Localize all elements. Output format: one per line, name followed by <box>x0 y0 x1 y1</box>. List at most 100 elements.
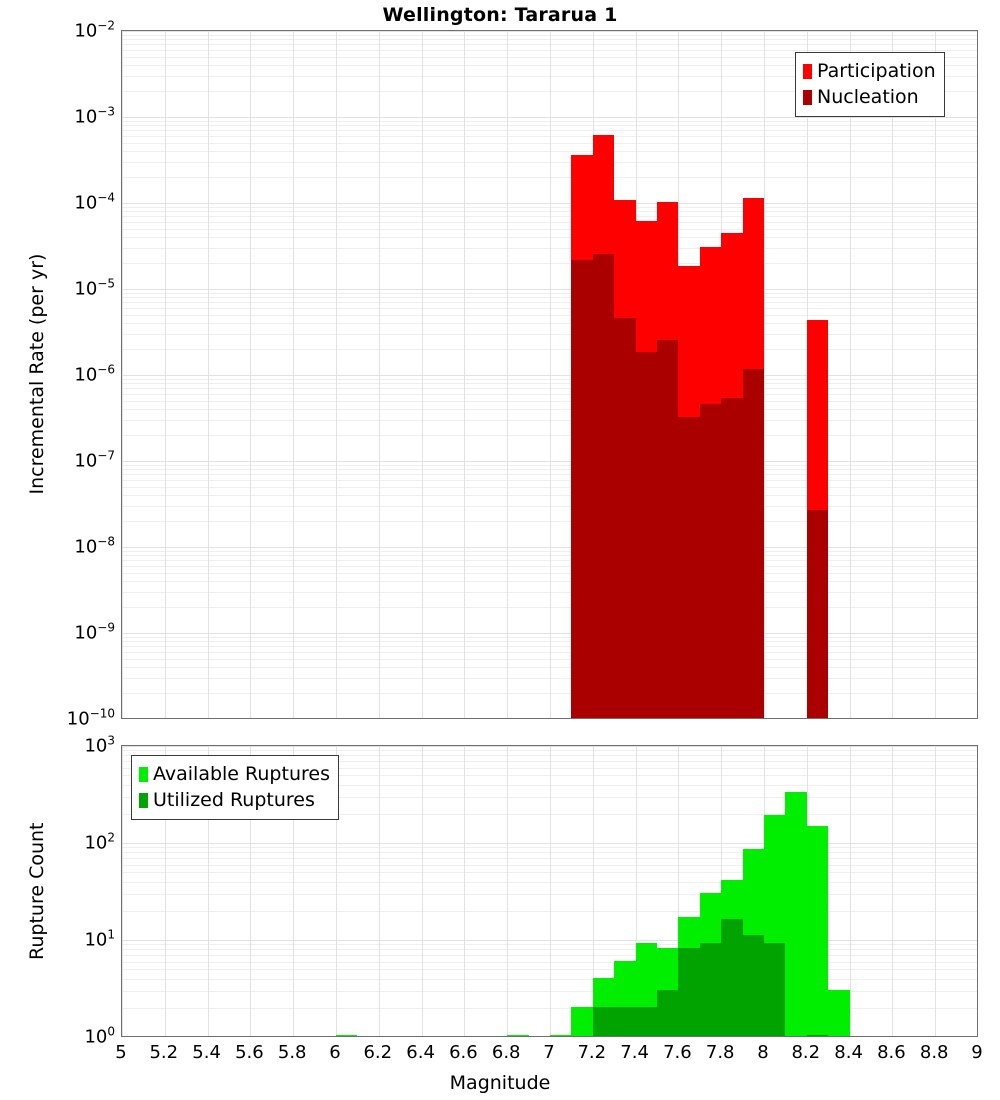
gridline-vertical <box>550 31 551 718</box>
bar-group <box>764 746 786 1036</box>
gridline-minor <box>122 308 977 310</box>
gridline-minor <box>122 349 977 351</box>
gridline-vertical <box>764 31 765 718</box>
gridline-minor <box>122 211 977 213</box>
bar-segment-available-ruptures <box>336 1035 358 1036</box>
gridline-minor <box>122 560 977 562</box>
bar-segment-nucleation <box>635 352 657 718</box>
gridline-minor <box>122 693 977 695</box>
top-bars <box>122 31 977 718</box>
gridline-minor <box>122 383 977 385</box>
gridline-major <box>122 746 977 747</box>
gridline-minor <box>122 750 977 752</box>
bar-group <box>785 746 807 1036</box>
gridline-minor <box>122 237 977 239</box>
gridline-vertical <box>892 746 894 1036</box>
bar-segment-utilized-ruptures <box>721 919 743 1036</box>
x-axis-title: Magnitude <box>449 1072 551 1094</box>
gridline-vertical <box>507 31 509 718</box>
gridline-minor <box>122 581 977 583</box>
gridline-vertical <box>849 31 851 718</box>
bar-group <box>806 31 829 718</box>
gridline-minor <box>122 44 977 46</box>
gridline-minor <box>122 486 977 488</box>
y-tick-label: 103 <box>84 733 115 757</box>
legend-label: Available Ruptures <box>153 762 330 785</box>
gridline-minor <box>122 677 977 679</box>
gridline-minor <box>122 505 977 507</box>
x-tick-label: 7.2 <box>577 1042 607 1063</box>
gridline-major <box>122 633 977 634</box>
bar-group <box>336 746 358 1036</box>
bar-segment-nucleation <box>592 253 615 718</box>
gridline-vertical <box>678 746 680 1036</box>
y-tick-label: 10−9 <box>74 620 115 644</box>
bar-segment-nucleation <box>742 368 764 718</box>
x-tick-label: 9 <box>971 1042 983 1063</box>
gridline-minor <box>122 872 977 874</box>
x-tick-label: 8.4 <box>834 1042 863 1063</box>
gridline-minor <box>122 142 977 144</box>
legend-item: Utilized Ruptures <box>139 787 330 813</box>
gridline-minor <box>122 658 977 660</box>
bar-segment-utilized-ruptures <box>657 989 679 1036</box>
gridline-minor <box>122 216 977 218</box>
gridline-vertical <box>378 31 380 718</box>
gridline-major <box>122 375 977 376</box>
bar-group <box>828 746 850 1036</box>
bar-segment-utilized-ruptures <box>635 1006 657 1036</box>
bottom-gridlines <box>122 746 977 1036</box>
gridline-vertical <box>464 746 466 1036</box>
gridline-minor <box>122 858 977 860</box>
gridline-minor <box>122 852 977 854</box>
gridline-minor <box>122 314 977 316</box>
gridline-minor <box>122 978 977 980</box>
gridline-minor <box>122 388 977 390</box>
x-tick-label: 8.6 <box>877 1042 906 1063</box>
gridline-minor <box>122 50 977 52</box>
bar-segment-nucleation <box>678 416 700 718</box>
gridline-minor <box>122 881 977 883</box>
gridline-minor <box>122 136 977 138</box>
legend-label: Nucleation <box>817 85 919 108</box>
gridline-vertical <box>378 746 380 1036</box>
bar-segment-nucleation <box>721 398 743 718</box>
gridline-minor <box>122 177 977 179</box>
gridline-minor <box>122 297 977 299</box>
y-tick-label: 10−4 <box>74 190 115 214</box>
gridline-minor <box>122 767 977 769</box>
bar-segment-nucleation <box>614 317 636 718</box>
bar-group <box>614 31 636 718</box>
gridline-vertical <box>207 746 209 1036</box>
gridline-minor <box>122 566 977 568</box>
gridline-minor <box>122 555 977 557</box>
gridline-vertical <box>122 746 123 1036</box>
gridline-minor <box>122 847 977 849</box>
gridline-vertical <box>164 31 166 718</box>
bar-segment-utilized-ruptures <box>699 943 722 1036</box>
gridline-major <box>122 843 977 844</box>
x-tick-label: 5 <box>115 1042 127 1063</box>
gridline-vertical <box>421 746 423 1036</box>
x-tick-label: 5.4 <box>192 1042 221 1063</box>
y-tick-label: 10−7 <box>74 448 115 472</box>
bar-group <box>699 31 722 718</box>
x-tick-label: 6.2 <box>363 1042 393 1063</box>
bar-group <box>657 746 679 1036</box>
gridline-vertical <box>336 31 337 718</box>
gridline-minor <box>122 400 977 402</box>
y-tick-label: 101 <box>84 927 115 951</box>
y-tick-label: 10−5 <box>74 276 115 300</box>
bar-group <box>592 746 615 1036</box>
gridline-minor <box>122 591 977 593</box>
legend-swatch-icon <box>139 792 148 808</box>
gridline-vertical <box>336 746 337 1036</box>
incremental-rate-plot <box>121 30 978 719</box>
gridline-vertical <box>892 31 894 718</box>
gridline-vertical <box>293 31 295 718</box>
legend-label: Participation <box>817 59 936 82</box>
gridline-minor <box>122 323 977 325</box>
legend-item: Nucleation <box>803 84 936 110</box>
bar-group <box>571 31 593 718</box>
bar-segment-utilized-ruptures <box>678 948 700 1036</box>
